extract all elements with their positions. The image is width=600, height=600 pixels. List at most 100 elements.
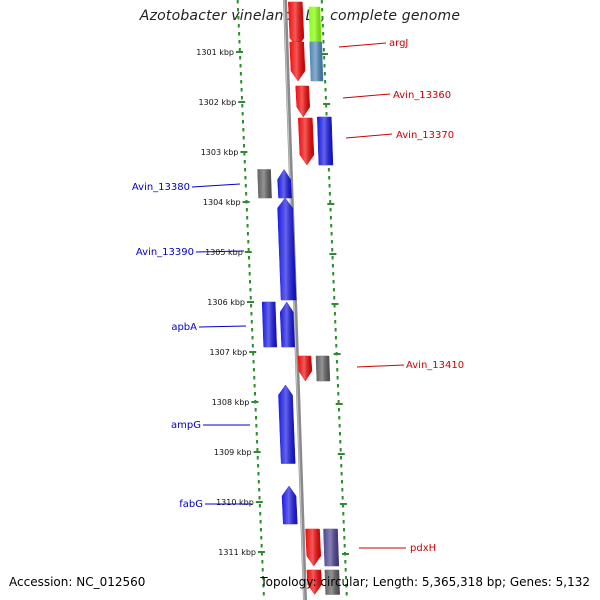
inner-tick-dot [257, 480, 260, 484]
outer-tick-dot [333, 312, 336, 316]
inner-tick-dot [239, 56, 242, 60]
outer-tick-dot [330, 240, 333, 244]
inner-tick-dot [244, 176, 247, 180]
inner-tick-dot [244, 184, 247, 188]
kbp-tick-label: 1302 kbp [198, 98, 236, 107]
gene-label[interactable]: Avin_13380 [132, 182, 190, 193]
kbp-tick-label: 1311 kbp [218, 548, 256, 557]
inner-tick-dot [237, 16, 240, 20]
inner-tick-dot [261, 568, 264, 572]
reverse-gene-shading [257, 169, 272, 198]
kbp-tick-label: 1308 kbp [212, 398, 250, 407]
inner-tick-dot [243, 144, 246, 148]
inner-tick-dot [252, 352, 255, 356]
inner-tick-dot [251, 328, 254, 332]
inner-tick-dot [249, 280, 252, 284]
outer-tick-dot [337, 400, 340, 404]
outer-tick-dot [333, 304, 336, 308]
forward-gene-shading [298, 118, 314, 165]
forward-gene-shading [305, 529, 321, 566]
inner-tick-dot [241, 120, 244, 124]
forward-gene-shading [298, 356, 312, 381]
outer-tick-dot [324, 80, 327, 84]
outer-tick-dot [338, 432, 341, 436]
gene-label-leader [198, 325, 247, 328]
kbp-tick-label: 1304 kbp [203, 198, 241, 207]
inner-tick-dot [238, 40, 241, 44]
inner-tick-dot [262, 576, 265, 580]
outer-tick-dot [328, 176, 331, 180]
outer-tick-dot [327, 168, 330, 172]
outer-tick-dot [321, 8, 324, 12]
inner-tick-dot [252, 360, 255, 364]
inner-tick-dot [238, 48, 241, 52]
reverse-cds-shading [277, 198, 297, 300]
gene-label-leader [191, 183, 241, 188]
inner-tick-dot [243, 160, 246, 164]
inner-tick-dot [257, 464, 260, 468]
outer-tick-dot [320, 0, 323, 4]
inner-tick-dot [261, 552, 263, 556]
gene-label-leader [345, 133, 393, 139]
gene-label[interactable]: Avin_13390 [136, 247, 194, 258]
outer-tick-dot [328, 192, 331, 196]
inner-tick-dot [262, 584, 265, 588]
inner-tick-dot [242, 136, 245, 140]
outer-tick-dot [323, 56, 326, 60]
outer-tick-dot [345, 592, 348, 596]
outer-tick-dot [325, 112, 328, 116]
inner-tick-dot [255, 416, 258, 420]
gene-label[interactable]: Avin_13360 [393, 90, 451, 101]
kbp-tick-label: 1306 kbp [207, 298, 245, 307]
inner-tick-dot [237, 24, 240, 28]
reverse-cds-shading [278, 385, 296, 464]
outer-tick-dot [339, 456, 342, 460]
reverse-cds-shading [277, 169, 292, 198]
outer-tick-dot [341, 488, 344, 492]
inner-tick-dot [246, 224, 249, 228]
gene-label[interactable]: fabG [179, 499, 203, 510]
forward-gene-shading [306, 570, 322, 595]
inner-tick-dot [239, 72, 242, 76]
inner-tick-dot [251, 344, 254, 348]
outer-tick-dot [331, 264, 334, 268]
gene-label[interactable]: Avin_13410 [406, 360, 464, 371]
gene-label[interactable]: pdxH [410, 543, 436, 554]
inner-tick-dot [247, 248, 250, 252]
inner-tick-dot [259, 512, 262, 516]
inner-tick-dot [254, 408, 257, 412]
outer-tick-dot [322, 48, 325, 52]
outer-tick-dot [343, 544, 346, 548]
forward-cds-shading [316, 356, 330, 381]
outer-tick-dot [342, 512, 345, 516]
inner-tick-dot [243, 152, 246, 156]
inner-tick-dot [255, 424, 258, 428]
inner-tick-dot [239, 64, 242, 68]
gene-label-leader [195, 250, 245, 253]
gene-label[interactable]: Avin_13370 [396, 130, 454, 141]
forward-cds-shading [317, 117, 333, 165]
outer-tick-dot [331, 248, 334, 252]
inner-tick-dot [262, 592, 265, 596]
outer-tick-dot [340, 464, 343, 468]
inner-tick-dot [258, 488, 261, 492]
outer-tick-dot [342, 520, 345, 524]
inner-tick-dot [256, 440, 259, 444]
inner-tick-dot [244, 168, 247, 172]
forward-gene-shading [295, 86, 310, 117]
kbp-tick-label: 1301 kbp [196, 48, 234, 57]
reverse-cds-shading [280, 302, 295, 347]
inner-tick-dot [260, 536, 263, 540]
outer-tick-dot [330, 224, 333, 228]
gene-label[interactable]: argJ [389, 38, 408, 49]
inner-tick-dot [250, 304, 253, 308]
kbp-tick-label: 1303 kbp [201, 148, 239, 157]
outer-tick-dot [333, 296, 336, 300]
inner-tick-dot [248, 272, 251, 276]
gene-label[interactable]: ampG [171, 420, 201, 431]
gene-label[interactable]: apbA [171, 322, 197, 333]
outer-tick-dot [345, 576, 348, 580]
kbp-tick-label: 1309 kbp [214, 448, 252, 457]
inner-tick-dot [259, 528, 262, 532]
